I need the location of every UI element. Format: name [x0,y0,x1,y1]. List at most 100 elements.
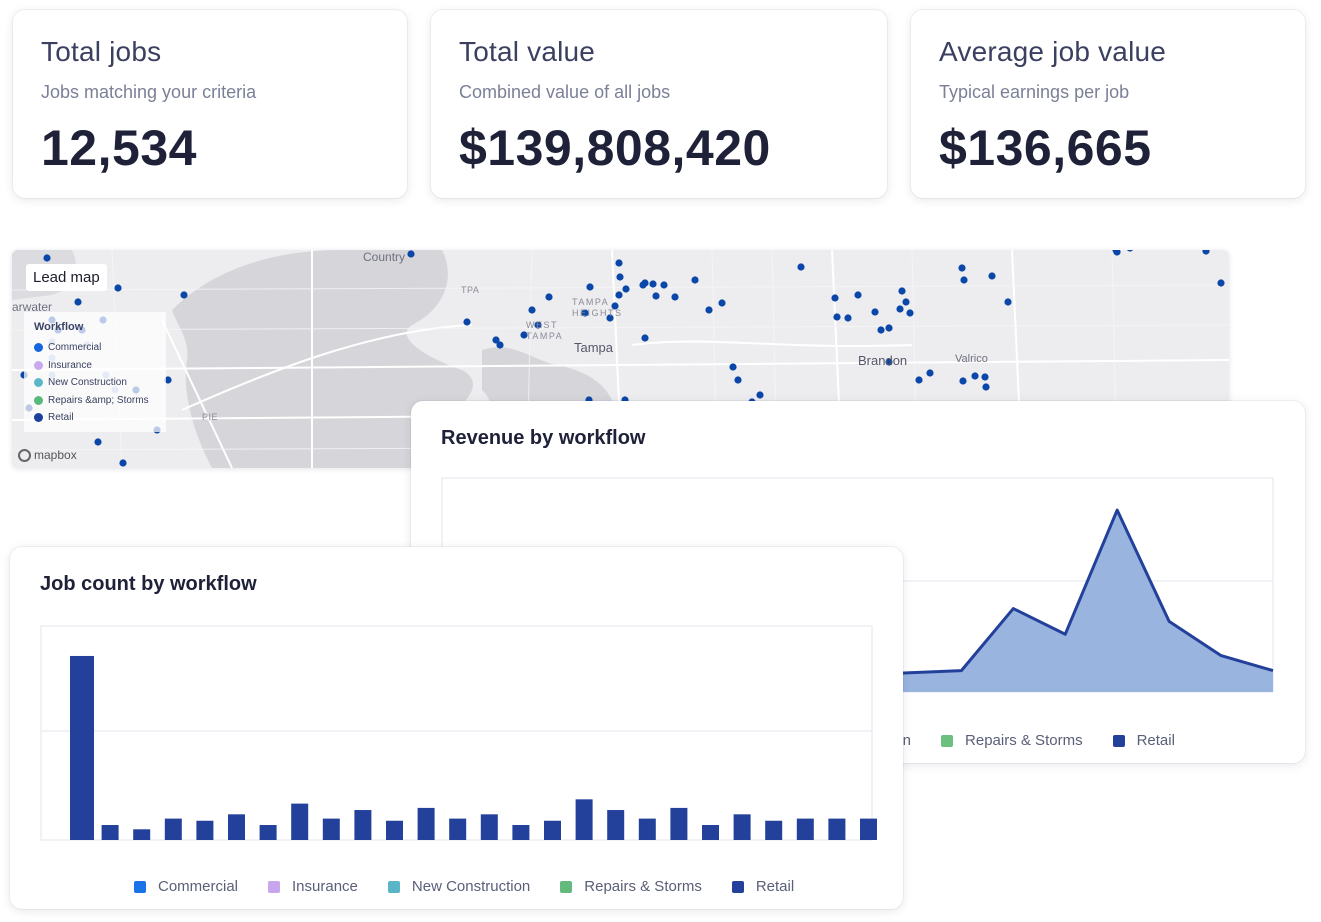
lead-marker[interactable] [671,293,679,301]
revenue-area-fill [442,510,1273,692]
job-count-bar[interactable] [607,810,625,840]
lead-marker[interactable] [896,305,904,313]
lead-marker[interactable] [407,250,415,258]
lead-marker[interactable] [164,376,172,384]
lead-marker[interactable] [1217,279,1225,287]
lead-marker[interactable] [611,302,619,310]
lead-marker[interactable] [958,264,966,272]
job-count-bar[interactable] [291,803,309,840]
lead-marker[interactable] [971,372,979,380]
lead-marker[interactable] [797,263,805,271]
job-count-bar[interactable] [575,799,593,840]
lead-marker[interactable] [705,306,713,314]
lead-marker[interactable] [616,273,624,281]
job-count-bar[interactable] [544,820,561,840]
job-count-bar[interactable] [796,818,814,840]
stat-value: $139,808,420 [459,120,771,176]
lead-marker[interactable] [622,285,630,293]
job-count-bar[interactable] [70,655,94,840]
lead-marker[interactable] [915,376,923,384]
job-count-bar[interactable] [765,820,783,840]
lead-marker[interactable] [615,291,623,299]
lead-marker[interactable] [615,259,623,267]
lead-marker[interactable] [652,292,660,300]
lead-marker[interactable] [492,336,500,344]
job-count-bar[interactable] [354,810,372,840]
lead-marker[interactable] [639,281,647,289]
lead-marker[interactable] [854,291,862,299]
lead-marker[interactable] [545,293,553,301]
lead-marker[interactable] [885,324,893,332]
job-count-bar[interactable] [228,814,245,840]
lead-marker[interactable] [1202,250,1210,255]
lead-marker[interactable] [756,391,764,399]
lead-marker[interactable] [988,272,996,280]
job-count-bar[interactable] [196,820,214,840]
lead-marker[interactable] [902,298,910,306]
job-count-bar[interactable] [702,825,719,840]
job-count-bar[interactable] [322,818,340,840]
lead-marker[interactable] [906,309,914,317]
lead-marker[interactable] [885,358,893,366]
lead-marker[interactable] [734,376,742,384]
legend-item[interactable]: Commercial [134,878,238,895]
lead-marker[interactable] [74,298,82,306]
lead-marker[interactable] [641,334,649,342]
job-count-bar[interactable] [164,818,182,840]
lead-marker[interactable] [43,254,51,262]
lead-marker[interactable] [844,314,852,322]
job-count-bar[interactable] [417,807,435,840]
job-count-bar[interactable] [449,818,467,840]
map-legend-item: Commercial [34,339,156,357]
lead-marker[interactable] [877,326,885,334]
job-count-bar[interactable] [386,820,403,840]
lead-marker[interactable] [586,283,594,291]
lead-marker[interactable] [959,377,967,385]
lead-marker[interactable] [649,280,657,288]
lead-marker[interactable] [718,299,726,307]
lead-marker[interactable] [180,291,188,299]
lead-marker[interactable] [1004,298,1012,306]
job-count-bar[interactable] [670,807,688,840]
lead-marker[interactable] [729,363,737,371]
lead-marker[interactable] [463,318,471,326]
job-count-bar[interactable] [133,829,151,840]
lead-marker[interactable] [833,313,841,321]
job-count-bar[interactable] [259,825,277,840]
lead-marker[interactable] [1126,250,1133,252]
job-count-bar[interactable] [101,825,119,840]
lead-marker[interactable] [534,321,542,329]
lead-marker[interactable] [981,373,989,381]
lead-marker[interactable] [831,294,839,302]
job-count-bar[interactable] [733,814,751,840]
job-count-bar[interactable] [828,818,846,840]
mapbox-logo[interactable]: mapbox [18,448,77,462]
job-count-bar[interactable] [512,825,530,840]
lead-marker[interactable] [581,309,589,317]
lead-marker[interactable] [606,314,614,322]
map-place-label: Country [363,250,406,264]
lead-marker[interactable] [960,276,968,284]
legend-item[interactable]: Retail [731,878,794,895]
lead-marker[interactable] [982,383,990,391]
lead-marker[interactable] [1113,250,1121,256]
lead-marker[interactable] [528,306,536,314]
lead-marker[interactable] [520,331,528,339]
legend-item[interactable]: Repairs & Storms [560,878,702,895]
job-count-bar[interactable] [480,814,498,840]
lead-marker[interactable] [660,281,668,289]
lead-marker[interactable] [926,369,934,377]
job-count-bar[interactable] [638,818,656,840]
legend-item[interactable]: New Construction [387,878,530,895]
lead-marker[interactable] [496,341,504,349]
legend-item[interactable]: Insurance [268,878,358,895]
lead-marker[interactable] [119,459,127,467]
legend-item[interactable]: Repairs & Storms [941,732,1083,749]
job-count-bar[interactable] [860,818,877,840]
legend-item[interactable]: Retail [1112,732,1175,749]
lead-marker[interactable] [898,287,906,295]
lead-marker[interactable] [691,276,699,284]
lead-marker[interactable] [871,308,879,316]
lead-marker[interactable] [114,284,122,292]
lead-marker[interactable] [94,438,102,446]
